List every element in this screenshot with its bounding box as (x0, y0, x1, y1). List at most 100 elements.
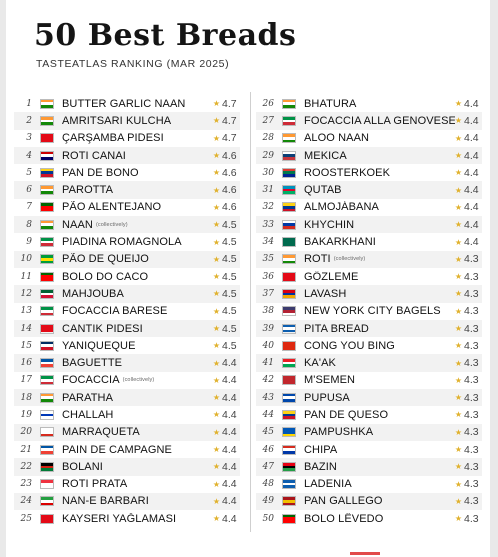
star-icon: ★ (454, 393, 462, 403)
bread-name-text: ROTI CANAI (62, 149, 126, 162)
rank-number: 34 (262, 237, 274, 248)
list-item: 21 PAIN DE CAMPAGNE ★ 4.4 (14, 441, 240, 458)
flag-icon (40, 237, 54, 248)
flag-icon (40, 306, 54, 317)
rating-value: 4.4 (464, 218, 479, 231)
rank-number: 50 (262, 513, 274, 524)
star-icon: ★ (454, 168, 462, 178)
bread-name: PÃO ALENTEJANO (62, 201, 213, 213)
rating-value: 4.4 (222, 374, 237, 387)
star-icon: ★ (212, 479, 220, 489)
star-icon: ★ (212, 306, 220, 316)
bread-name: KA'AK (304, 357, 455, 369)
bread-name: ÇARŞAMBA PIDESI (62, 132, 213, 144)
rating-value: 4.3 (464, 495, 479, 508)
bread-name-text: PARATHA (62, 391, 114, 404)
bread-name: AMRITSARI KULCHA (62, 115, 213, 127)
flag-icon (40, 254, 54, 265)
list-item: 41 KA'AK ★ 4.3 (256, 354, 482, 372)
bread-name: ROTI CANAI (62, 150, 213, 162)
rating-value: 4.3 (464, 287, 479, 300)
bread-name: BUTTER GARLIC NAAN (62, 98, 213, 110)
rating-value: 4.3 (464, 426, 479, 439)
flag-icon (282, 185, 296, 196)
list-item: 6 PAROTTA ★ 4.6 (14, 181, 240, 199)
rating-value: 4.4 (464, 132, 479, 145)
list-item: 37 LAVASH ★ 4.3 (256, 285, 482, 303)
bread-name-text: PAN DE BONO (62, 166, 139, 179)
bread-name-text: BAKARKHANI (304, 236, 376, 249)
star-icon: ★ (454, 324, 462, 333)
rank-number: 47 (262, 461, 274, 472)
rating-value: 4.4 (464, 184, 479, 197)
bread-name: NAN-E BARBARI (62, 495, 213, 507)
bread-name-text: BOLO DO CACO (62, 270, 149, 283)
rank-number: 38 (262, 306, 274, 317)
star-icon: ★ (454, 185, 462, 195)
rating-value: 4.4 (464, 166, 479, 179)
flag-icon (282, 167, 296, 178)
bread-name: PÃO DE QUEIJO (62, 253, 213, 265)
bread-name-text: LAVASH (304, 287, 347, 300)
bread-name: NAAN (collectively) (62, 219, 213, 231)
rating-value: 4.3 (464, 357, 479, 370)
rank-number: 41 (262, 358, 274, 369)
rank-number: 32 (262, 202, 274, 213)
flag-icon (282, 375, 296, 386)
bread-name: CANTIK PIDESI (62, 323, 213, 335)
bread-name: PUPUSA (304, 392, 455, 404)
star-icon: ★ (212, 99, 220, 109)
list-item: 28 ALOO NAAN ★ 4.4 (256, 130, 482, 147)
list-item: 23 ROTI PRATA ★ 4.4 (14, 476, 240, 493)
star-icon: ★ (454, 341, 462, 351)
star-icon: ★ (212, 514, 220, 524)
bread-name: FOCACCIA BARESE (62, 305, 213, 317)
star-icon: ★ (454, 289, 462, 299)
rank-number: 7 (26, 202, 32, 213)
star-icon: ★ (454, 375, 462, 385)
rating-value: 4.6 (222, 201, 237, 214)
flag-icon (282, 513, 296, 524)
bread-name-text: PAN GALLEGO (304, 495, 383, 508)
bread-name: BAGUETTE (62, 357, 213, 369)
collectively-note: (collectively) (95, 221, 128, 228)
bread-name: ROOSTERKOEK (304, 167, 455, 179)
flag-icon (40, 375, 54, 386)
rating-value: 4.4 (222, 391, 237, 404)
rating-value: 4.5 (222, 218, 237, 231)
rank-number: 19 (20, 409, 32, 420)
page-subtitle: TASTEATLAS RANKING (MAR 2025) (36, 58, 230, 70)
bread-name-text: BUTTER GARLIC NAAN (62, 97, 186, 110)
star-icon: ★ (454, 220, 462, 230)
bread-name: ROTI (collectively) (304, 253, 455, 265)
list-item: 49 PAN GALLEGO ★ 4.3 (256, 492, 482, 511)
star-icon: ★ (212, 445, 220, 455)
bread-name-text: KA'AK (304, 357, 336, 370)
rating-value: 4.5 (222, 287, 237, 300)
rank-number: 20 (20, 427, 32, 438)
rating-value: 4.5 (222, 305, 237, 318)
rating-value: 4.4 (464, 149, 479, 162)
star-icon: ★ (212, 375, 220, 385)
bread-name: CHIPA (304, 444, 455, 456)
rating-value: 4.4 (222, 443, 237, 456)
flag-icon (40, 271, 54, 282)
list-item: 3 ÇARŞAMBA PIDESI ★ 4.7 (14, 130, 240, 147)
rank-number: 40 (262, 340, 274, 351)
bread-name: KHYCHIN (304, 219, 455, 231)
rating-value: 4.4 (222, 478, 237, 491)
rank-number: 26 (262, 98, 274, 109)
bread-name: MEKICA (304, 150, 455, 162)
rank-number: 16 (20, 358, 32, 369)
rank-number: 36 (262, 271, 274, 282)
star-icon: ★ (454, 151, 462, 161)
list-item: 16 BAGUETTE ★ 4.4 (14, 354, 240, 372)
star-icon: ★ (212, 254, 220, 264)
flag-icon (40, 479, 54, 490)
rank-number: 22 (20, 461, 32, 472)
rating-value: 4.4 (464, 97, 479, 110)
bread-name-text: KHYCHIN (304, 218, 355, 231)
bread-name: MARRAQUETA (62, 426, 213, 438)
rank-number: 33 (262, 219, 274, 230)
list-item: 17 FOCACCIA (collectively) ★ 4.4 (14, 372, 240, 389)
